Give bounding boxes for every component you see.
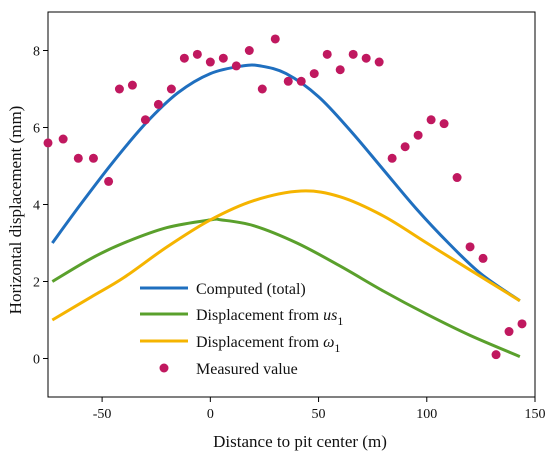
- measured-point: [491, 350, 501, 360]
- measured-point: [257, 84, 267, 94]
- x-tick-label: 150: [525, 407, 546, 422]
- measured-point: [43, 138, 53, 148]
- x-tick-label: -50: [93, 407, 112, 422]
- measured-point: [478, 253, 488, 263]
- y-axis: 0 2 4 6 8: [33, 45, 48, 368]
- x-tick-label: 0: [207, 407, 214, 422]
- measured-point: [192, 49, 202, 59]
- plot-area: [43, 11, 536, 398]
- measured-point: [58, 134, 68, 144]
- measured-point: [400, 142, 410, 152]
- x-tick-label: 100: [416, 407, 437, 422]
- measured-point: [166, 84, 176, 94]
- legend-swatch-measured: [159, 363, 169, 373]
- legend-label-us1-main: Displacement from: [196, 307, 323, 324]
- measured-point: [114, 84, 124, 94]
- y-tick-label: 2: [33, 276, 40, 291]
- x-axis: -50 0 50 100 150: [93, 397, 546, 422]
- legend-label-computed: Computed (total): [196, 281, 306, 298]
- measured-point: [335, 65, 345, 75]
- y-tick-label: 0: [33, 353, 40, 368]
- legend-label-omega1: Displacement from ω1: [196, 334, 340, 355]
- legend-label-omega1-sub: 1: [334, 341, 340, 355]
- measured-point: [387, 153, 397, 163]
- measured-point: [374, 57, 384, 67]
- measured-point: [452, 173, 462, 183]
- measured-point: [244, 46, 254, 55]
- legend-label-us1-italic: us: [323, 307, 337, 324]
- legend-label-us1-sub: 1: [337, 314, 343, 328]
- measured-point: [348, 49, 358, 59]
- measured-point: [283, 76, 293, 86]
- measured-point: [309, 69, 319, 79]
- x-axis-title: Distance to pit center (m): [213, 432, 387, 451]
- measured-point: [296, 76, 306, 86]
- y-tick-label: 6: [33, 122, 40, 137]
- measured-point: [179, 53, 189, 63]
- y-tick-label: 4: [33, 199, 40, 214]
- computed-total-line: [51, 63, 521, 302]
- omega1-displacement-line: [51, 189, 521, 322]
- measured-point: [73, 153, 83, 163]
- x-tick-label: 50: [312, 407, 326, 422]
- legend: Computed (total) Displacement from us1 D…: [140, 281, 343, 378]
- measured-point: [153, 99, 163, 109]
- legend-label-omega1-italic: ω: [323, 334, 334, 351]
- y-tick-label: 8: [33, 45, 40, 60]
- measured-point: [231, 61, 241, 71]
- legend-label-measured: Measured value: [196, 361, 298, 378]
- measured-point: [127, 80, 137, 90]
- measured-point: [218, 53, 228, 63]
- measured-point: [270, 34, 280, 44]
- us1-displacement-line: [51, 217, 521, 358]
- measured-point: [322, 49, 332, 59]
- y-axis-title: Horizontal displacement (mm): [6, 106, 25, 315]
- measured-point: [413, 130, 423, 140]
- measured-point: [205, 57, 215, 67]
- legend-label-omega1-main: Displacement from: [196, 334, 323, 351]
- measured-point: [104, 176, 114, 186]
- measured-point: [465, 242, 475, 252]
- measured-point: [517, 319, 527, 329]
- legend-label-us1: Displacement from us1: [196, 307, 343, 328]
- measured-point: [439, 119, 449, 129]
- series-layer: [51, 63, 521, 358]
- measured-point: [88, 153, 98, 163]
- measured-point: [504, 327, 514, 337]
- measured-point: [426, 115, 436, 125]
- measured-points-layer: [43, 34, 527, 360]
- measured-point: [140, 115, 150, 125]
- measured-point: [361, 53, 371, 63]
